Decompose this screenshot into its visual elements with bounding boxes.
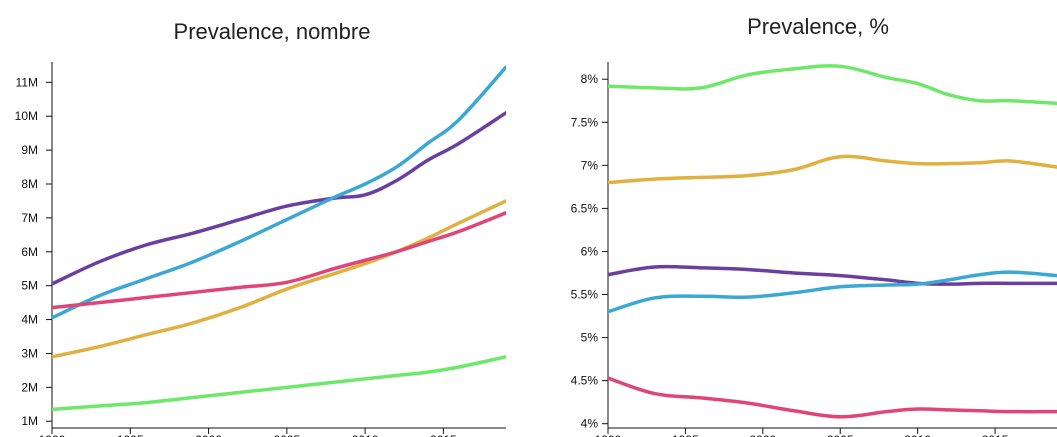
left-y-tick-label: 10M [15,109,38,123]
right-y-tick-label: 8% [581,72,599,86]
left-series-line-1 [52,111,506,286]
right-y-tick-label: 4% [581,417,599,431]
right-y-tick-label: 6.5% [571,201,599,215]
left-y-tick-label: 2M [21,380,38,394]
left-y-tick-label: 11M [16,75,38,89]
left-x-tick-label: 1990 [39,433,66,437]
left-series-line-4 [52,211,506,310]
left-y-tick-label: 7M [21,211,38,225]
right-chart-title: Prevalence, % [747,14,889,39]
left-y-tick-label: 1M [21,414,38,428]
right-x-tick-label: 2015 [982,433,1009,437]
right-y-tick-label: 7% [581,158,599,172]
right-x-tick-label: 1995 [672,433,699,437]
left-series-line-5 [52,355,506,412]
right-x-tick-label: 2005 [827,433,854,437]
right-y-tick-label: 5% [581,331,599,345]
right-series-line-4 [608,270,1057,314]
right-y-tick-label: 4.5% [571,374,599,388]
left-y-tick-label: 4M [21,313,38,327]
left-x-tick-label: 2015 [430,433,457,437]
right-series-line-1 [608,64,1057,106]
left-y-tick-label: 5M [21,279,38,293]
right-x-tick-label: 1990 [595,433,622,437]
right-series-line-3 [608,264,1057,286]
left-chart-title: Prevalence, nombre [174,19,371,44]
right-series-line-5 [608,376,1057,419]
left-y-tick-label: 8M [21,177,38,191]
left-x-tick-label: 2005 [273,433,300,437]
left-y-tick-label: 6M [21,245,38,259]
left-x-tick-label: 2010 [352,433,379,437]
left-y-tick-label: 9M [21,143,38,157]
left-series-line-2 [52,65,506,320]
right-y-tick-label: 6% [581,244,599,258]
right-x-tick-label: 2000 [749,433,776,437]
right-y-tick-label: 5.5% [571,288,599,302]
right-x-tick-label: 2010 [904,433,931,437]
left-x-tick-label: 1995 [117,433,144,437]
left-series-line-3 [52,199,506,359]
left-y-tick-label: 3M [21,346,38,360]
right-y-tick-label: 7.5% [571,115,599,129]
left-x-tick-label: 2000 [195,433,222,437]
right-series-line-2 [608,154,1057,185]
